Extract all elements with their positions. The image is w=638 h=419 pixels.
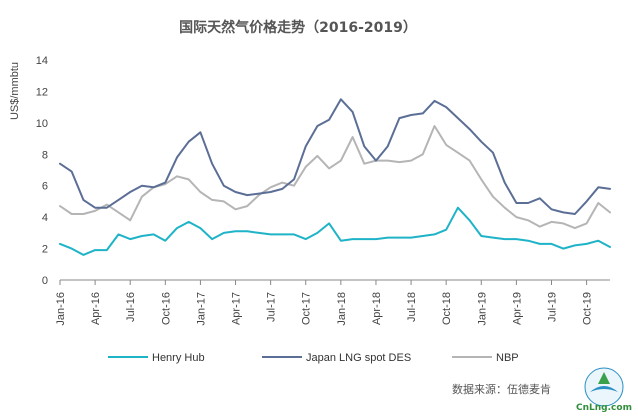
x-tick-label: Oct-16: [160, 292, 172, 325]
y-tick-label: 8: [42, 149, 48, 161]
x-tick-label: Apr-19: [511, 292, 523, 325]
x-tick-label: Jan-17: [195, 292, 207, 326]
x-tick-label: Jan-19: [476, 292, 488, 326]
y-tick-label: 2: [42, 244, 48, 256]
series-line-japan-lng-spot-des: [59, 98, 611, 215]
y-tick-label: 10: [36, 118, 48, 130]
x-tick-label: Jul-18: [406, 292, 418, 322]
x-tick-label: Apr-17: [231, 292, 243, 325]
series-line-nbp: [59, 125, 611, 230]
series-group: [59, 98, 611, 256]
series-line-henry-hub: [59, 206, 611, 256]
legend-label: Japan LNG spot DES: [306, 352, 411, 364]
x-tick-label: Apr-18: [371, 292, 383, 325]
y-tick-label: 4: [42, 212, 48, 224]
y-tick-label: 6: [42, 181, 48, 193]
x-tick-label: Jul-16: [125, 292, 137, 322]
x-tick-label: Jan-18: [336, 292, 348, 326]
cnlng-logo: CnLng.com: [576, 367, 632, 413]
x-axis-ticks: Jan-16 Apr-16 Jul-16 Oct-16 Jan-17 Apr-17 Jul-…: [55, 280, 594, 326]
y-tick-label: 14: [36, 55, 48, 67]
x-tick-label: Jul-19: [546, 292, 558, 322]
x-tick-label: Oct-19: [582, 292, 594, 325]
x-tick-label: Oct-18: [441, 292, 453, 325]
logo-text: CnLng.com: [576, 403, 632, 413]
x-tick-label: Oct-17: [301, 292, 313, 325]
legend-label: NBP: [496, 352, 519, 364]
chart-title: 国际天然气价格走势（2016-2019）: [179, 19, 417, 36]
logo-leaf: [598, 372, 610, 384]
x-tick-label: Jan-16: [55, 292, 67, 326]
y-tick-label: 0: [42, 275, 48, 287]
y-tick-label: 12: [36, 86, 48, 98]
y-axis-ticks: 0 2 4 6 8 10 12 14: [36, 55, 48, 287]
y-axis-label: US$/mmbtu: [9, 62, 21, 120]
x-tick-label: Jul-17: [266, 292, 278, 322]
source-note: 数据来源：伍德麦肯: [452, 382, 551, 396]
legend-label: Henry Hub: [152, 352, 205, 364]
x-tick-label: Apr-16: [90, 292, 102, 325]
legend: Henry Hub Japan LNG spot DES NBP: [108, 352, 519, 364]
logo-wave: [590, 386, 618, 392]
